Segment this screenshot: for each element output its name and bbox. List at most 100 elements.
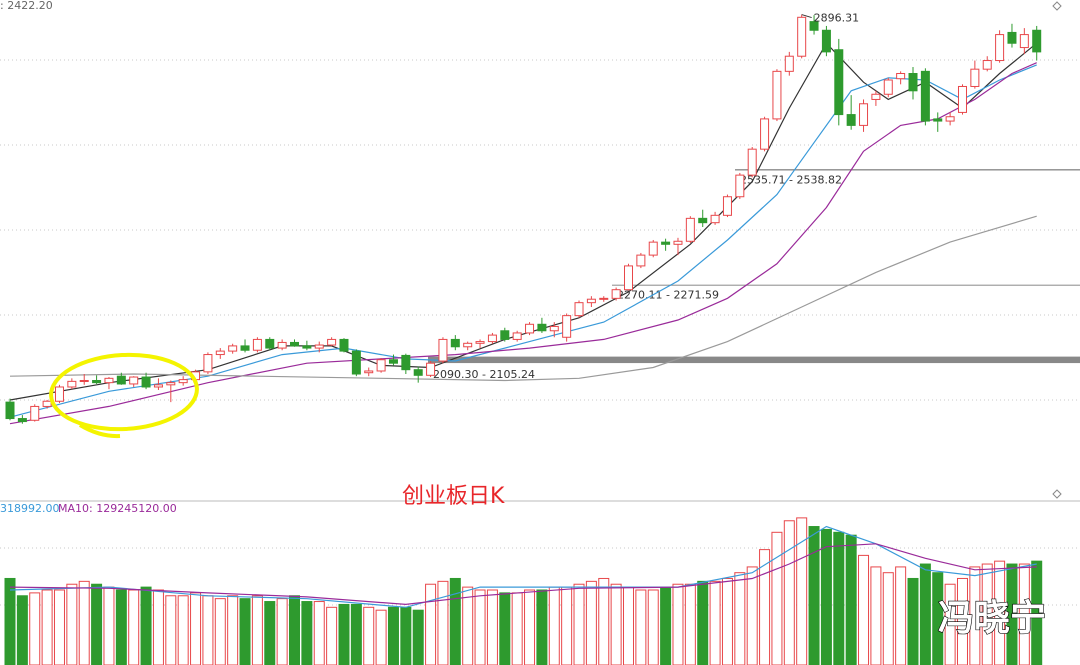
grid xyxy=(0,59,1080,606)
volume-bar xyxy=(239,598,251,665)
candle-body xyxy=(351,350,361,375)
candle-body xyxy=(549,325,559,332)
volume-ma-line xyxy=(9,543,1037,606)
volume-bar xyxy=(845,534,857,665)
volume-bar xyxy=(474,589,486,665)
volume-bar xyxy=(956,577,968,665)
volume-bar xyxy=(91,583,103,665)
volume-bar xyxy=(16,595,28,665)
volume-bar xyxy=(338,603,350,665)
volume-bar xyxy=(152,589,164,665)
candle-body xyxy=(760,118,770,150)
volume-bar xyxy=(276,598,288,665)
candle-body xyxy=(834,49,844,116)
candle-body xyxy=(871,93,881,100)
candle-body xyxy=(500,330,510,340)
corner-icon xyxy=(1052,1,1062,499)
volume-bar xyxy=(870,566,882,665)
volume-bar xyxy=(660,586,672,665)
candle-body xyxy=(945,116,955,122)
volume-bar xyxy=(623,586,634,665)
volume-bar xyxy=(4,577,16,665)
volume-bar xyxy=(313,601,325,665)
candle-body xyxy=(586,298,596,304)
volume-bar xyxy=(128,589,140,665)
level-band xyxy=(428,356,1080,364)
volume-bar xyxy=(486,589,498,665)
candle-body xyxy=(562,315,572,338)
candle-body xyxy=(995,34,1005,62)
candle-body xyxy=(376,359,386,372)
volume-bar xyxy=(932,572,944,665)
volume-bar xyxy=(561,586,573,665)
candle-body xyxy=(957,85,967,113)
candle-body xyxy=(673,240,683,245)
volume-bar xyxy=(697,580,709,665)
candle-body xyxy=(1019,34,1029,49)
volume-bar xyxy=(289,595,301,665)
volume-bar xyxy=(969,566,981,665)
volume-bar xyxy=(115,589,127,665)
candle-body xyxy=(203,354,213,373)
candle-body xyxy=(426,362,436,376)
volume-bar xyxy=(536,589,548,665)
candle-body xyxy=(79,379,89,382)
candle-body xyxy=(772,70,782,120)
candle-body xyxy=(228,345,238,352)
candle-body xyxy=(42,400,52,407)
candle-body xyxy=(624,265,633,291)
candle-body xyxy=(54,386,64,402)
level-label: 2090.30 - 2105.24 xyxy=(433,368,535,381)
candle-body xyxy=(537,323,547,332)
volume-ma-line xyxy=(9,525,1037,608)
candle-body xyxy=(648,241,658,256)
candle-body xyxy=(166,382,176,386)
candle-body xyxy=(611,289,621,299)
volume-bar xyxy=(573,583,585,665)
volume-bar xyxy=(746,566,758,665)
level-band xyxy=(612,284,1080,286)
volume-bar xyxy=(41,589,53,665)
candle-body xyxy=(698,217,708,224)
volume-bar xyxy=(944,583,956,665)
candle-body xyxy=(599,297,609,300)
volume-bar xyxy=(783,520,795,665)
level-label: 2270.11 - 2271.59 xyxy=(617,288,719,301)
candle-body xyxy=(821,29,831,53)
volume-bar xyxy=(140,586,152,665)
candle-body xyxy=(450,338,460,348)
volume-bar xyxy=(511,592,523,665)
candle-body xyxy=(933,118,943,122)
volume-bar xyxy=(709,580,721,665)
volume-bar xyxy=(858,554,870,665)
candle-body xyxy=(314,344,324,349)
ma-line xyxy=(9,42,1038,401)
candle-body xyxy=(970,68,980,87)
volume-bar xyxy=(524,589,536,665)
volume-ma-label: MA10: 129245120.00 xyxy=(58,502,177,515)
candle-body xyxy=(438,338,448,362)
volume-bar xyxy=(598,577,610,665)
ma-line xyxy=(9,64,1037,418)
volume-ma-label: 318992.00 xyxy=(0,502,60,515)
candle-body xyxy=(327,338,337,346)
volume-bar xyxy=(672,583,684,665)
candle-body xyxy=(809,21,819,31)
candle-body xyxy=(722,196,732,216)
volume-bar xyxy=(301,601,313,665)
level-band xyxy=(735,169,1080,171)
candle-body xyxy=(104,377,114,384)
volume-bar xyxy=(190,592,202,665)
candle-body xyxy=(401,354,411,371)
volume-bar xyxy=(833,531,845,665)
volume-pane xyxy=(4,517,1043,665)
price-pane: 2535.71 - 2538.82 2270.11 - 2271.59 2090.3… xyxy=(5,12,1080,425)
candle-body xyxy=(277,341,287,349)
volume-bar xyxy=(585,580,597,665)
volume-bar xyxy=(610,583,622,665)
candle-body xyxy=(1007,31,1017,44)
candle-body xyxy=(710,214,720,224)
candle-body xyxy=(883,79,893,95)
volume-bar xyxy=(177,595,189,665)
